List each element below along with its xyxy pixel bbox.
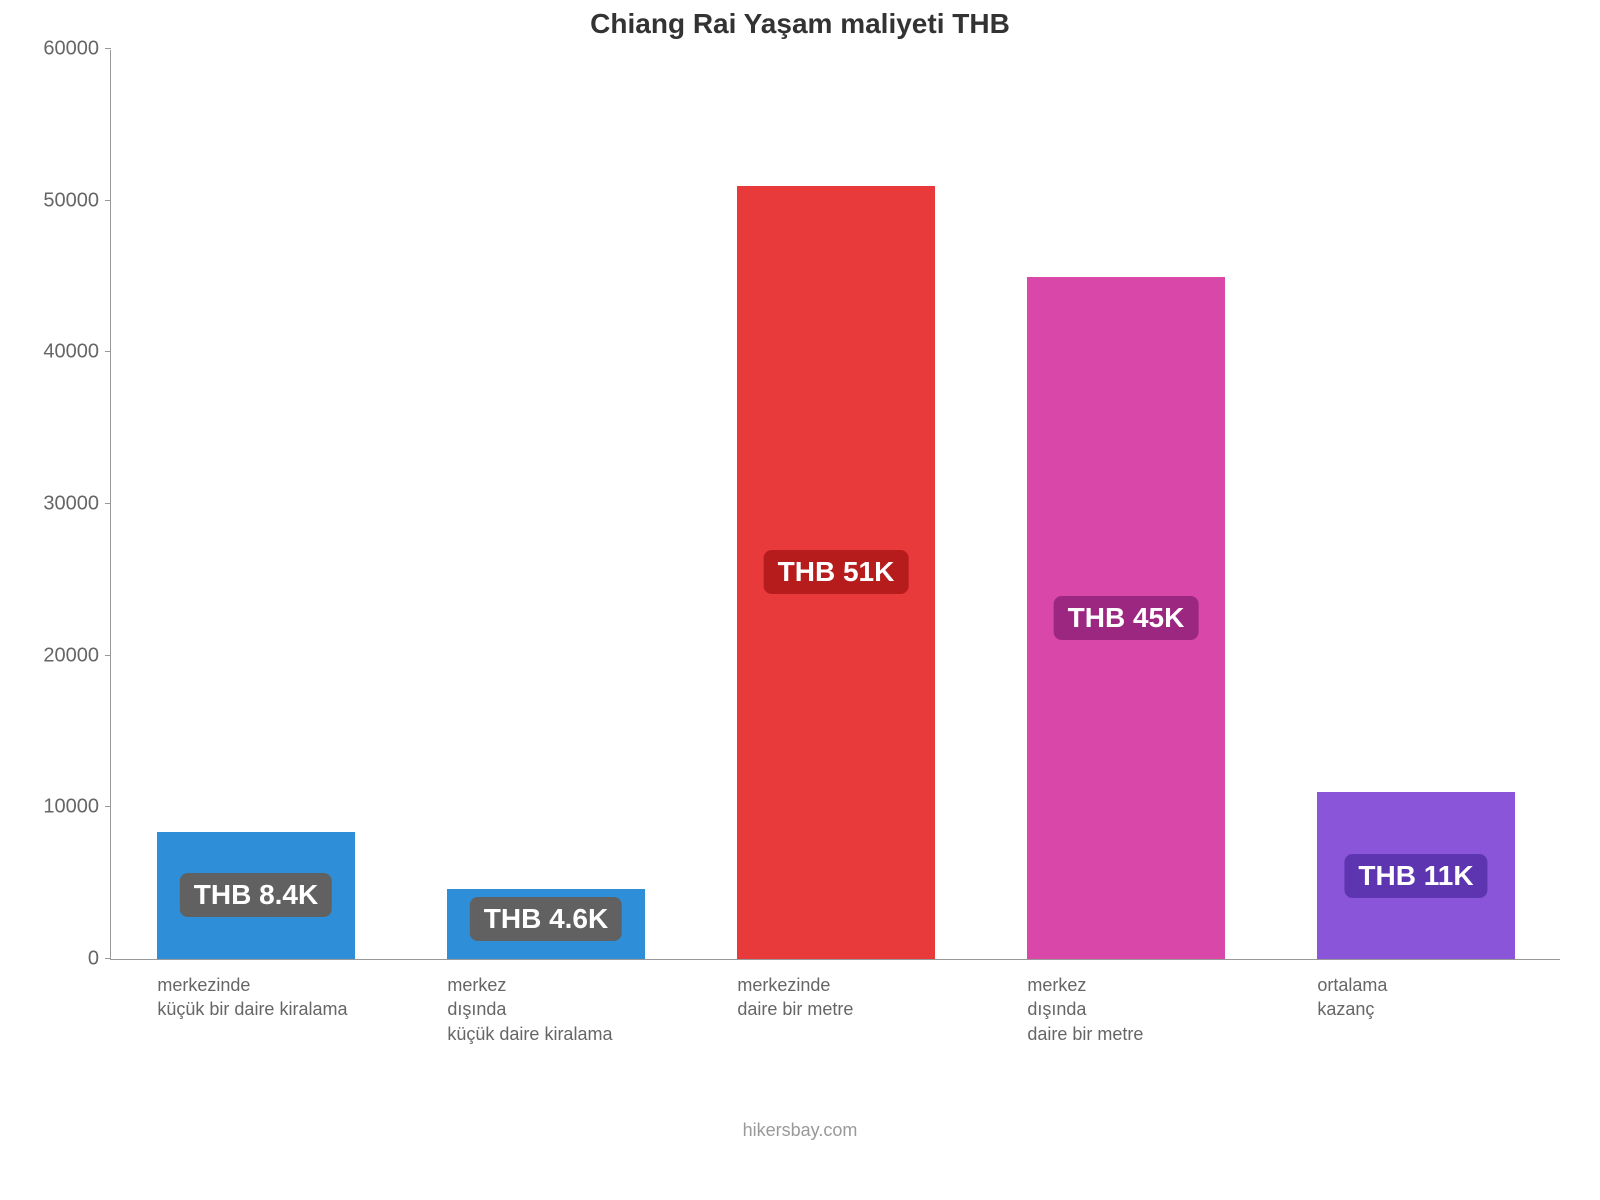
chart-title: Chiang Rai Yaşam maliyeti THB	[0, 8, 1600, 40]
y-tick-label: 0	[88, 948, 99, 971]
y-tick-mark	[105, 958, 111, 959]
bar-value-badge: THB 4.6K	[470, 897, 622, 941]
y-tick-label: 60000	[43, 38, 99, 61]
chart-footer: hikersbay.com	[0, 1120, 1600, 1141]
bar: THB 11K	[1317, 792, 1514, 959]
y-tick-mark	[105, 806, 111, 807]
x-tick-label: merkez dışında daire bir metre	[1027, 973, 1143, 1046]
y-tick-label: 20000	[43, 644, 99, 667]
plot-area: 0100002000030000400005000060000THB 8.4Km…	[110, 50, 1560, 960]
y-tick-label: 40000	[43, 341, 99, 364]
x-tick-label: merkezinde daire bir metre	[737, 973, 853, 1022]
bar-value-badge: THB 11K	[1344, 854, 1487, 898]
bar-value-badge: THB 8.4K	[180, 873, 332, 917]
bar: THB 4.6K	[447, 889, 644, 959]
bar: THB 8.4K	[157, 832, 354, 959]
x-tick-label: ortalama kazanç	[1317, 973, 1387, 1022]
y-tick-mark	[105, 200, 111, 201]
y-tick-mark	[105, 503, 111, 504]
chart-container: Chiang Rai Yaşam maliyeti THB 0100002000…	[0, 0, 1600, 1200]
bar: THB 45K	[1027, 277, 1224, 960]
bar-value-badge: THB 51K	[764, 550, 909, 594]
bar-value-badge: THB 45K	[1054, 596, 1199, 640]
y-tick-label: 10000	[43, 796, 99, 819]
y-tick-mark	[105, 655, 111, 656]
x-tick-label: merkezinde küçük bir daire kiralama	[157, 973, 347, 1022]
y-tick-label: 50000	[43, 189, 99, 212]
x-tick-label: merkez dışında küçük daire kiralama	[447, 973, 612, 1046]
y-tick-mark	[105, 48, 111, 49]
y-tick-mark	[105, 351, 111, 352]
bar: THB 51K	[737, 186, 934, 960]
y-tick-label: 30000	[43, 493, 99, 516]
